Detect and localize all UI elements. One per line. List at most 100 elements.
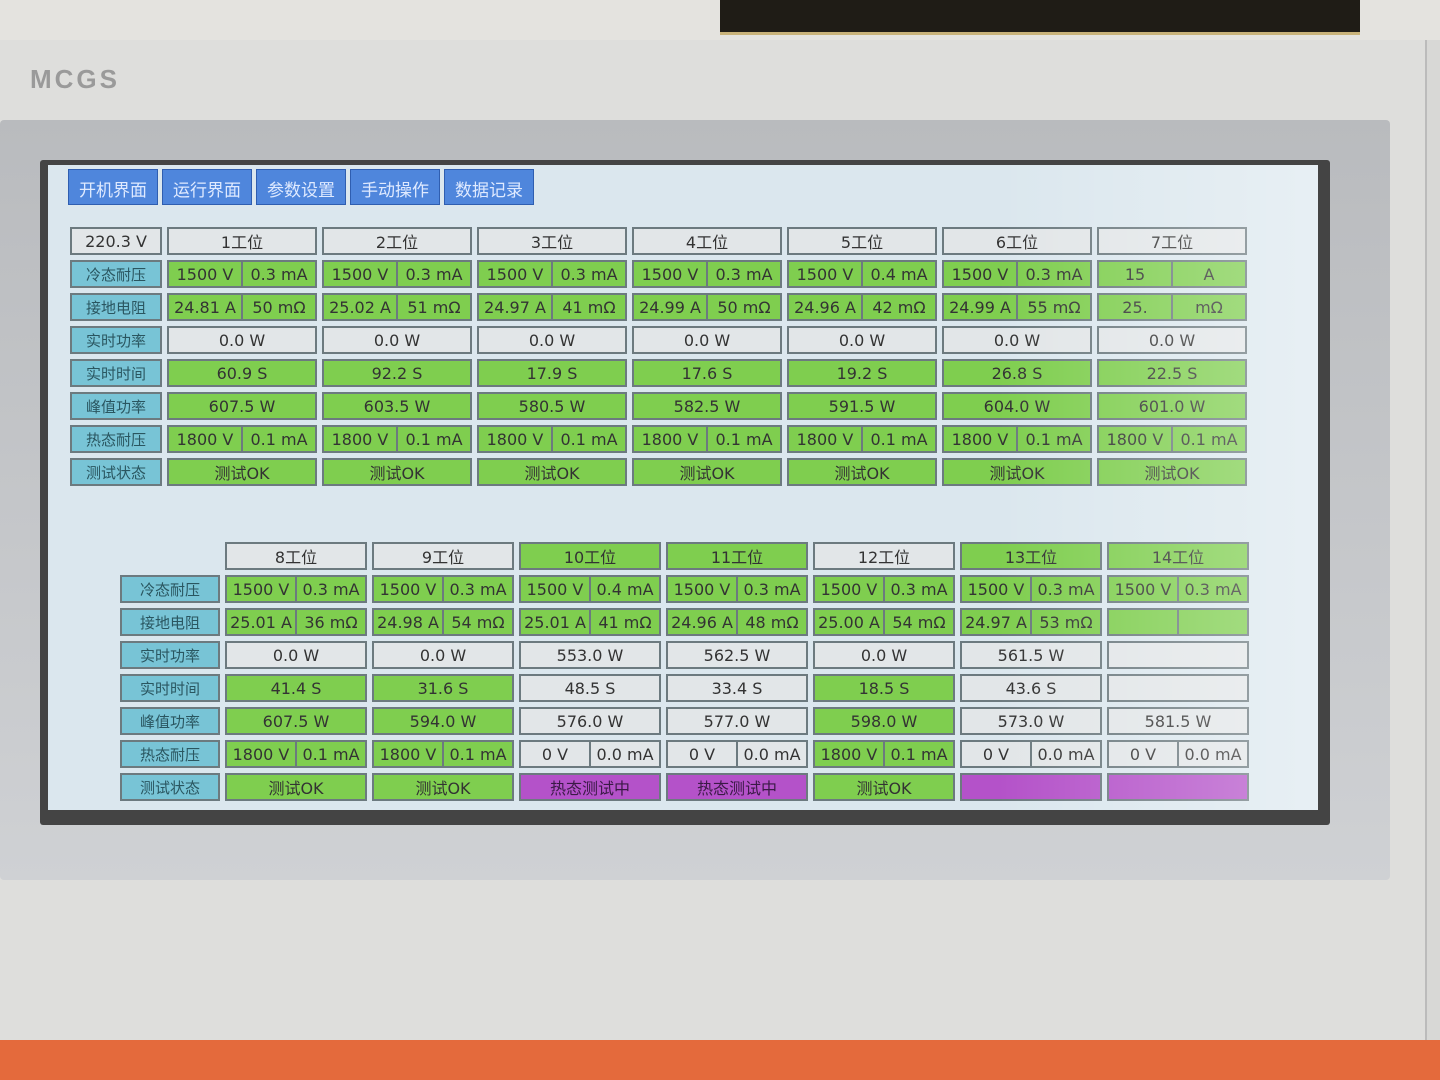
station-power-cell: 0.0 W [787, 326, 937, 354]
station-status-cell[interactable]: 测试OK [813, 773, 955, 801]
station-power-cell: 0.0 W [225, 641, 367, 669]
header-spacer [120, 542, 220, 570]
enclosure-top-panel [720, 0, 1360, 35]
station-power-cell: 0.0 W [322, 326, 472, 354]
row-label: 实时时间 [70, 359, 162, 387]
station-hot-cell: 0 V 0.0 mA [666, 740, 808, 768]
station-status-cell[interactable]: 测试OK [167, 458, 317, 486]
value: 24.99 A [949, 297, 1011, 317]
station-status-cell[interactable]: 测试OK [372, 773, 514, 801]
tab-2[interactable]: 参数设置 [256, 169, 346, 205]
station-power-cell: 0.0 W [813, 641, 955, 669]
station-hot-cell: 1800 V 0.1 mA [372, 740, 514, 768]
station-hot-cell: 0 V 0.0 mA [519, 740, 661, 768]
station-power-cell: 561.5 W [960, 641, 1102, 669]
station-time-cell [1107, 674, 1249, 702]
station-ground-cell: 25. mΩ [1097, 293, 1247, 321]
station-header[interactable]: 5工位 [787, 227, 937, 255]
station-cold-cell: 1500 V 0.3 mA [167, 260, 317, 288]
station-header[interactable]: 9工位 [372, 542, 514, 570]
station-status-cell[interactable]: 热态测试中 [519, 773, 661, 801]
station-hot-cell: 1800 V 0.1 mA [1097, 425, 1247, 453]
station-status-cell[interactable]: 测试OK [1097, 458, 1247, 486]
top-station-grid: 220.3 V 1工位 2工位 3工位 4工位 5工位 6工位 7工位 冷态耐压 1500 V 0.… [70, 227, 1247, 486]
value: 0.3 mA [1016, 262, 1090, 286]
station-cold-cell: 1500 V 0.3 mA [942, 260, 1092, 288]
station-power-cell [1107, 641, 1249, 669]
station-status-cell[interactable] [1107, 773, 1249, 801]
value: 1800 V [1106, 429, 1164, 449]
station-peak-cell: 581.5 W [1107, 707, 1249, 735]
station-cold-cell: 1500 V 0.3 mA [1107, 575, 1249, 603]
tab-4[interactable]: 数据记录 [444, 169, 534, 205]
row-label: 冷态耐压 [70, 260, 162, 288]
station-header[interactable]: 6工位 [942, 227, 1092, 255]
value: 54 mΩ [883, 610, 953, 634]
value: 1800 V [951, 429, 1009, 449]
hmi-screen: 开机界面 运行界面 参数设置 手动操作 数据记录 220.3 V 1工位 2工位 3工位 4工位… [48, 165, 1318, 810]
station-status-cell[interactable]: 测试OK [632, 458, 782, 486]
station-cold-cell: 1500 V 0.4 mA [787, 260, 937, 288]
station-header[interactable]: 14工位 [1107, 542, 1249, 570]
row-label: 接地电阻 [120, 608, 220, 636]
station-status-cell[interactable] [960, 773, 1102, 801]
station-status-cell[interactable]: 测试OK [787, 458, 937, 486]
station-peak-cell: 598.0 W [813, 707, 955, 735]
value: 0.0 mA [1177, 742, 1247, 766]
station-status-cell[interactable]: 测试OK [225, 773, 367, 801]
station-hot-cell: 1800 V 0.1 mA [477, 425, 627, 453]
value: 1500 V [820, 579, 878, 599]
value: 0.1 mA [442, 742, 512, 766]
tab-0[interactable]: 开机界面 [68, 169, 158, 205]
station-ground-cell: 24.96 A 48 mΩ [666, 608, 808, 636]
value: 0.1 mA [883, 742, 953, 766]
value: 0.3 mA [706, 262, 780, 286]
value: 0.1 mA [706, 427, 780, 451]
station-cold-cell: 1500 V 0.3 mA [225, 575, 367, 603]
value: 51 mΩ [396, 295, 470, 319]
station-header[interactable]: 7工位 [1097, 227, 1247, 255]
value: A [1171, 262, 1245, 286]
station-status-cell[interactable]: 测试OK [322, 458, 472, 486]
station-ground-cell: 24.96 A 42 mΩ [787, 293, 937, 321]
station-status-cell[interactable]: 热态测试中 [666, 773, 808, 801]
station-header[interactable]: 13工位 [960, 542, 1102, 570]
station-status-cell[interactable]: 测试OK [477, 458, 627, 486]
station-cold-cell: 1500 V 0.3 mA [322, 260, 472, 288]
value: 41 mΩ [589, 610, 659, 634]
tab-3[interactable]: 手动操作 [350, 169, 440, 205]
station-header[interactable]: 12工位 [813, 542, 955, 570]
station-header[interactable]: 2工位 [322, 227, 472, 255]
station-ground-cell: 24.81 A 50 mΩ [167, 293, 317, 321]
value: 24.99 A [639, 297, 701, 317]
station-ground-cell: 25.02 A 51 mΩ [322, 293, 472, 321]
station-hot-cell: 0 V 0.0 mA [960, 740, 1102, 768]
station-power-cell: 0.0 W [632, 326, 782, 354]
station-power-cell: 0.0 W [167, 326, 317, 354]
station-ground-cell: 24.98 A 54 mΩ [372, 608, 514, 636]
row-label: 冷态耐压 [120, 575, 220, 603]
station-header[interactable]: 8工位 [225, 542, 367, 570]
station-header[interactable]: 10工位 [519, 542, 661, 570]
station-cold-cell: 15 A [1097, 260, 1247, 288]
station-header[interactable]: 4工位 [632, 227, 782, 255]
value: 25.02 A [329, 297, 391, 317]
station-power-cell: 562.5 W [666, 641, 808, 669]
value: 0.0 mA [736, 742, 806, 766]
station-ground-cell: 24.97 A 53 mΩ [960, 608, 1102, 636]
station-peak-cell: 591.5 W [787, 392, 937, 420]
value: 1800 V [796, 429, 854, 449]
station-header[interactable]: 1工位 [167, 227, 317, 255]
station-time-cell: 18.5 S [813, 674, 955, 702]
station-time-cell: 22.5 S [1097, 359, 1247, 387]
station-status-cell[interactable]: 测试OK [942, 458, 1092, 486]
value: 0.1 mA [396, 427, 470, 451]
value: 25.01 A [524, 612, 586, 632]
station-header[interactable]: 11工位 [666, 542, 808, 570]
station-ground-cell: 25.01 A 36 mΩ [225, 608, 367, 636]
tab-1[interactable]: 运行界面 [162, 169, 252, 205]
row-label: 实时功率 [120, 641, 220, 669]
value: 0.3 mA [883, 577, 953, 601]
value: 1800 V [486, 429, 544, 449]
station-header[interactable]: 3工位 [477, 227, 627, 255]
